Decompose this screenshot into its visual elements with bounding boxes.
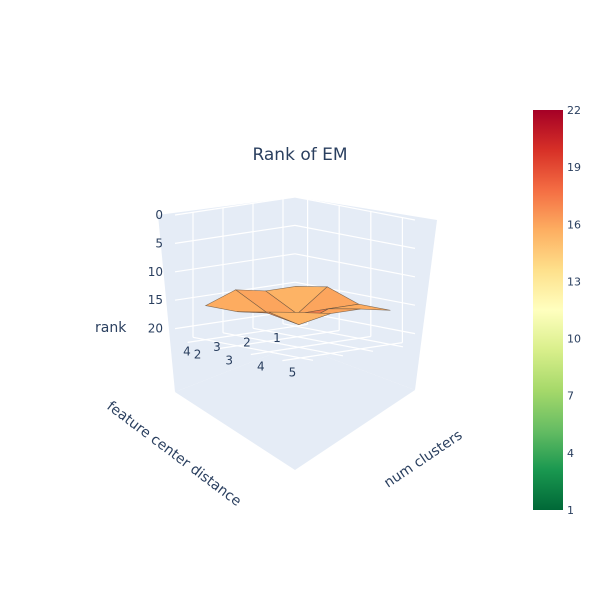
colorbar-tick-label: 19 — [567, 161, 581, 174]
feature-distance-tick-label: 1 — [273, 331, 281, 345]
colorbar-tick-label: 4 — [567, 447, 574, 460]
feature-distance-tick-label: 2 — [243, 335, 251, 349]
colorbar-tick-label: 16 — [567, 218, 581, 231]
colorbar-tick-label: 22 — [567, 104, 581, 117]
num-clusters-gridline — [219, 329, 340, 350]
rank-gridline — [294, 196, 416, 221]
rank-tick-label: 0 — [155, 208, 163, 222]
feature-distance-gridline — [282, 323, 404, 348]
rank-gridline — [174, 196, 296, 216]
feature-distance-gridline — [222, 332, 344, 357]
num-clusters-tick-label: 5 — [289, 366, 297, 380]
num-clusters-gridline — [250, 335, 371, 356]
num-clusters-gridline — [282, 342, 403, 362]
z-axis-title: rank — [95, 320, 127, 336]
colorbar-tick-label: 13 — [567, 275, 581, 288]
colorbar-tick-label: 1 — [567, 504, 574, 517]
surface — [204, 286, 391, 325]
chart-title: Rank of EM — [252, 145, 348, 165]
rank-tick-label: 5 — [155, 236, 163, 250]
colorbar-ticks: 1 4 7 10 13 16 19 22 — [567, 104, 581, 517]
num-clusters-tick-label: 2 — [194, 347, 202, 361]
rank-gridline — [294, 281, 416, 306]
feature-distance-gridline — [252, 327, 374, 352]
colorbar-tick-label: 7 — [567, 390, 574, 403]
colorbar-tick-label: 10 — [567, 333, 581, 346]
num-clusters-gridline — [187, 323, 308, 343]
num-clusters-tick-label: 3 — [225, 354, 233, 368]
colorbar — [533, 110, 563, 510]
rank-gridline — [174, 253, 296, 273]
rank-gridline — [174, 224, 296, 244]
feature-distance-gridline — [192, 336, 314, 361]
floor-wall — [175, 345, 415, 470]
x-axis-title: num clusters — [381, 427, 465, 491]
rank-gridline — [294, 224, 416, 249]
rank-tick-label: 10 — [148, 265, 163, 279]
rank-tick-label: 15 — [148, 293, 163, 307]
surface-patch — [268, 311, 331, 325]
feature-distance-tick-label: 3 — [213, 340, 221, 354]
num-clusters-tick-label: 4 — [257, 360, 265, 374]
feature-distance-tick-label: 4 — [183, 344, 191, 358]
rank-gridline — [294, 253, 416, 278]
rank-tick-label: 20 — [148, 322, 163, 336]
